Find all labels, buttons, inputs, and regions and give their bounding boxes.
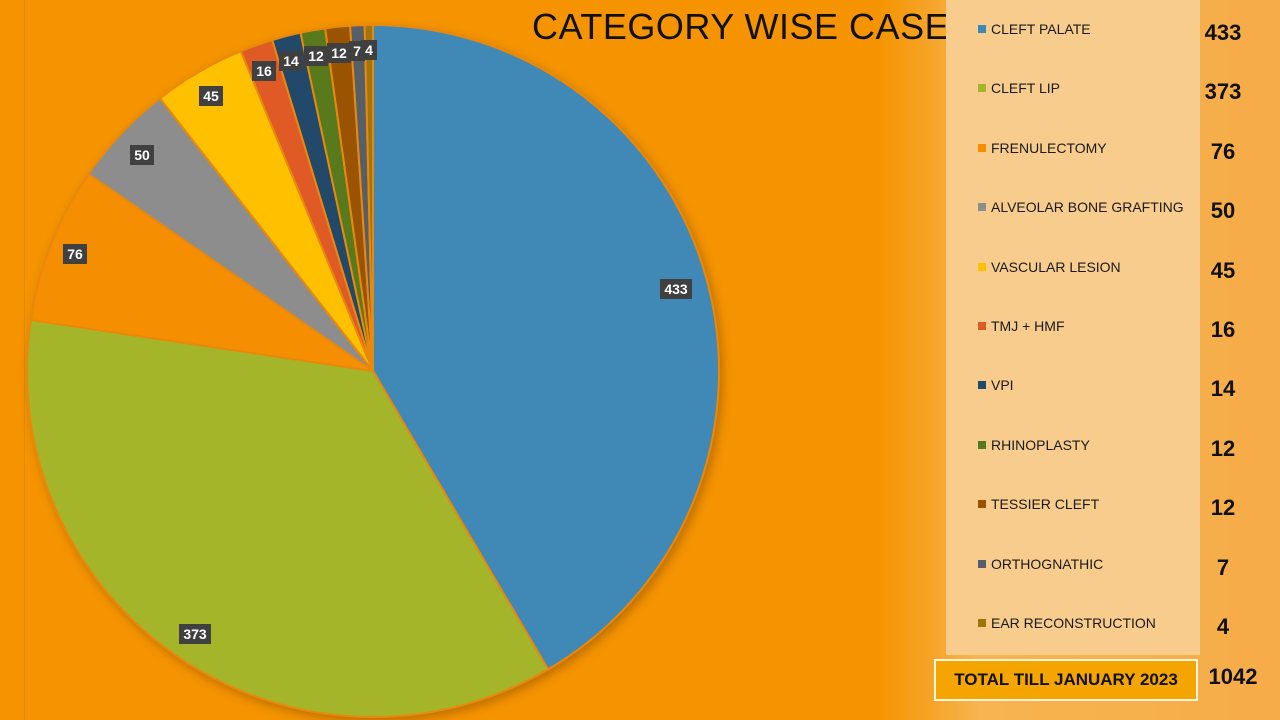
legend-value: 7 [1216,554,1230,580]
legend-panel [946,0,1200,655]
legend-label: CLEFT LIP [991,80,1060,97]
legend-value: 373 [1204,79,1242,105]
svg-text:14: 14 [283,53,299,69]
legend-item: TESSIER CLEFT [978,494,1099,514]
legend-value: 433 [1204,20,1242,45]
legend-label: EAR RECONSTRUCTION [991,615,1156,631]
legend-item: ALVEOLAR BONE GRAFTING [978,197,1184,217]
svg-text:4: 4 [365,42,373,58]
svg-text:45: 45 [203,88,219,104]
pie-chart: 433 373 76 50 45 16 14 12 12 7 4 [26,23,720,718]
svg-text:12: 12 [331,45,347,61]
legend-swatch [978,381,986,390]
legend-value: 76 [1210,138,1236,164]
legend-label: ALVEOLAR BONE GRAFTING [991,199,1184,216]
pie-slice-cleft-palate [372,23,720,671]
legend-value: 4 [1216,614,1230,639]
data-label: 433 [660,279,692,299]
legend-swatch [978,25,986,33]
legend-value: 12 [1210,435,1236,461]
pie-slice-cleft-lip [26,318,550,718]
legend-item: RHINOPLASTY [978,435,1090,455]
data-label: 373 [179,624,211,644]
legend-item: CLEFT PALATE [978,19,1091,39]
legend-value: 14 [1210,376,1236,402]
chart-title: CATEGORY WISE CASES [532,6,974,47]
svg-text:373: 373 [183,626,207,642]
pie-slice-frenulectomy [29,172,374,372]
pie-slice-ear-reconstruction [363,23,374,372]
legend-value: 50 [1210,198,1236,224]
legend-label: CLEFT PALATE [991,21,1091,37]
svg-text:433: 433 [664,281,688,297]
svg-text:16: 16 [256,63,272,79]
legend-swatch [978,322,986,330]
legend-value: 12 [1210,495,1236,521]
legend-swatch [978,619,986,627]
legend-value: 16 [1210,317,1236,342]
svg-text:76: 76 [67,246,83,262]
legend-item: EAR RECONSTRUCTION [978,613,1156,633]
legend-label: TMJ + HMF [991,318,1065,334]
data-label: 76 [63,244,87,264]
legend-item: ORTHOGNATHIC [978,554,1103,574]
total-label: TOTAL TILL JANUARY 2023 [934,659,1198,701]
legend-label: FRENULECTOMY [991,139,1107,156]
legend-swatch [978,500,986,509]
legend-swatch [978,262,986,271]
legend-label: ORTHOGNATHIC [991,555,1104,572]
legend-item: CLEFT LIP [978,78,1060,98]
legend-label: TESSIER CLEFT [991,496,1100,513]
svg-text:7: 7 [353,43,361,59]
legend-item: FRENULECTOMY [978,138,1107,158]
data-label: 50 [130,145,154,165]
legend-item: VASCULAR LESION [978,257,1121,277]
svg-text:12: 12 [308,48,324,64]
data-label: 45 [199,86,223,106]
data-label: 12 [304,46,328,66]
legend-swatch [978,440,986,449]
legend-value: 45 [1210,257,1236,283]
legend-swatch [978,84,986,93]
legend-swatch [978,559,986,568]
legend-label: VPI [991,377,1014,394]
data-label: 4 [361,40,377,60]
data-label: 12 [327,43,351,63]
legend-item: VPI [978,375,1014,395]
legend-item: TMJ + HMF [978,316,1065,336]
legend-label: RHINOPLASTY [991,436,1090,453]
legend-swatch [978,143,986,152]
data-label: 14 [279,51,303,71]
data-label: 16 [252,61,276,81]
legend-swatch [978,203,986,212]
legend-label: VASCULAR LESION [991,258,1121,275]
total-value: 1042 [1208,664,1258,689]
svg-text:50: 50 [134,147,150,163]
